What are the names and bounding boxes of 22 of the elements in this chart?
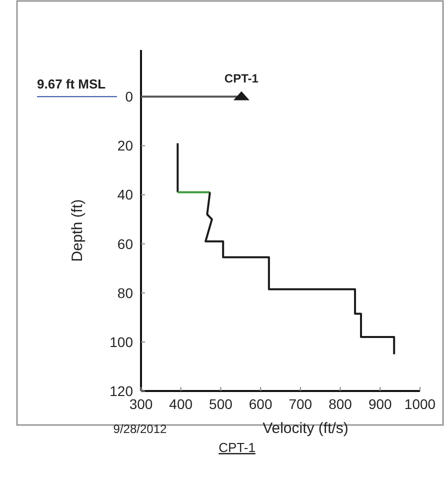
y-tick-label: 120 — [110, 383, 134, 399]
y-tick-label: 100 — [110, 334, 134, 350]
x-axis-title: Velocity (ft/s) — [262, 420, 348, 437]
line-series — [204, 191, 396, 356]
y-axis-title: Depth (ft) — [69, 199, 86, 262]
x-tick-label: 700 — [288, 396, 312, 412]
x-tick-label: 1000 — [404, 396, 436, 412]
x-tick-label: 600 — [248, 396, 272, 412]
y-tick-label: 80 — [117, 284, 134, 301]
y-tick-label: 60 — [117, 236, 134, 252]
y-tick-label: 40 — [117, 186, 134, 203]
text: CPT-1 — [218, 440, 256, 455]
y-tick-label: 0 — [125, 88, 134, 105]
x-tick-label: 400 — [169, 396, 193, 412]
x-tick-label: 800 — [328, 396, 352, 412]
x-tick-label: 900 — [368, 396, 392, 412]
ref-line-label: 9.67 ft MSL — [37, 76, 106, 92]
x-tick-label: 500 — [209, 396, 233, 412]
text: 9/28/2012 — [113, 422, 168, 436]
series-label: CPT-1 — [224, 72, 259, 86]
x-tick-label: 300 — [129, 396, 153, 412]
y-tick-label: 20 — [117, 138, 134, 154]
